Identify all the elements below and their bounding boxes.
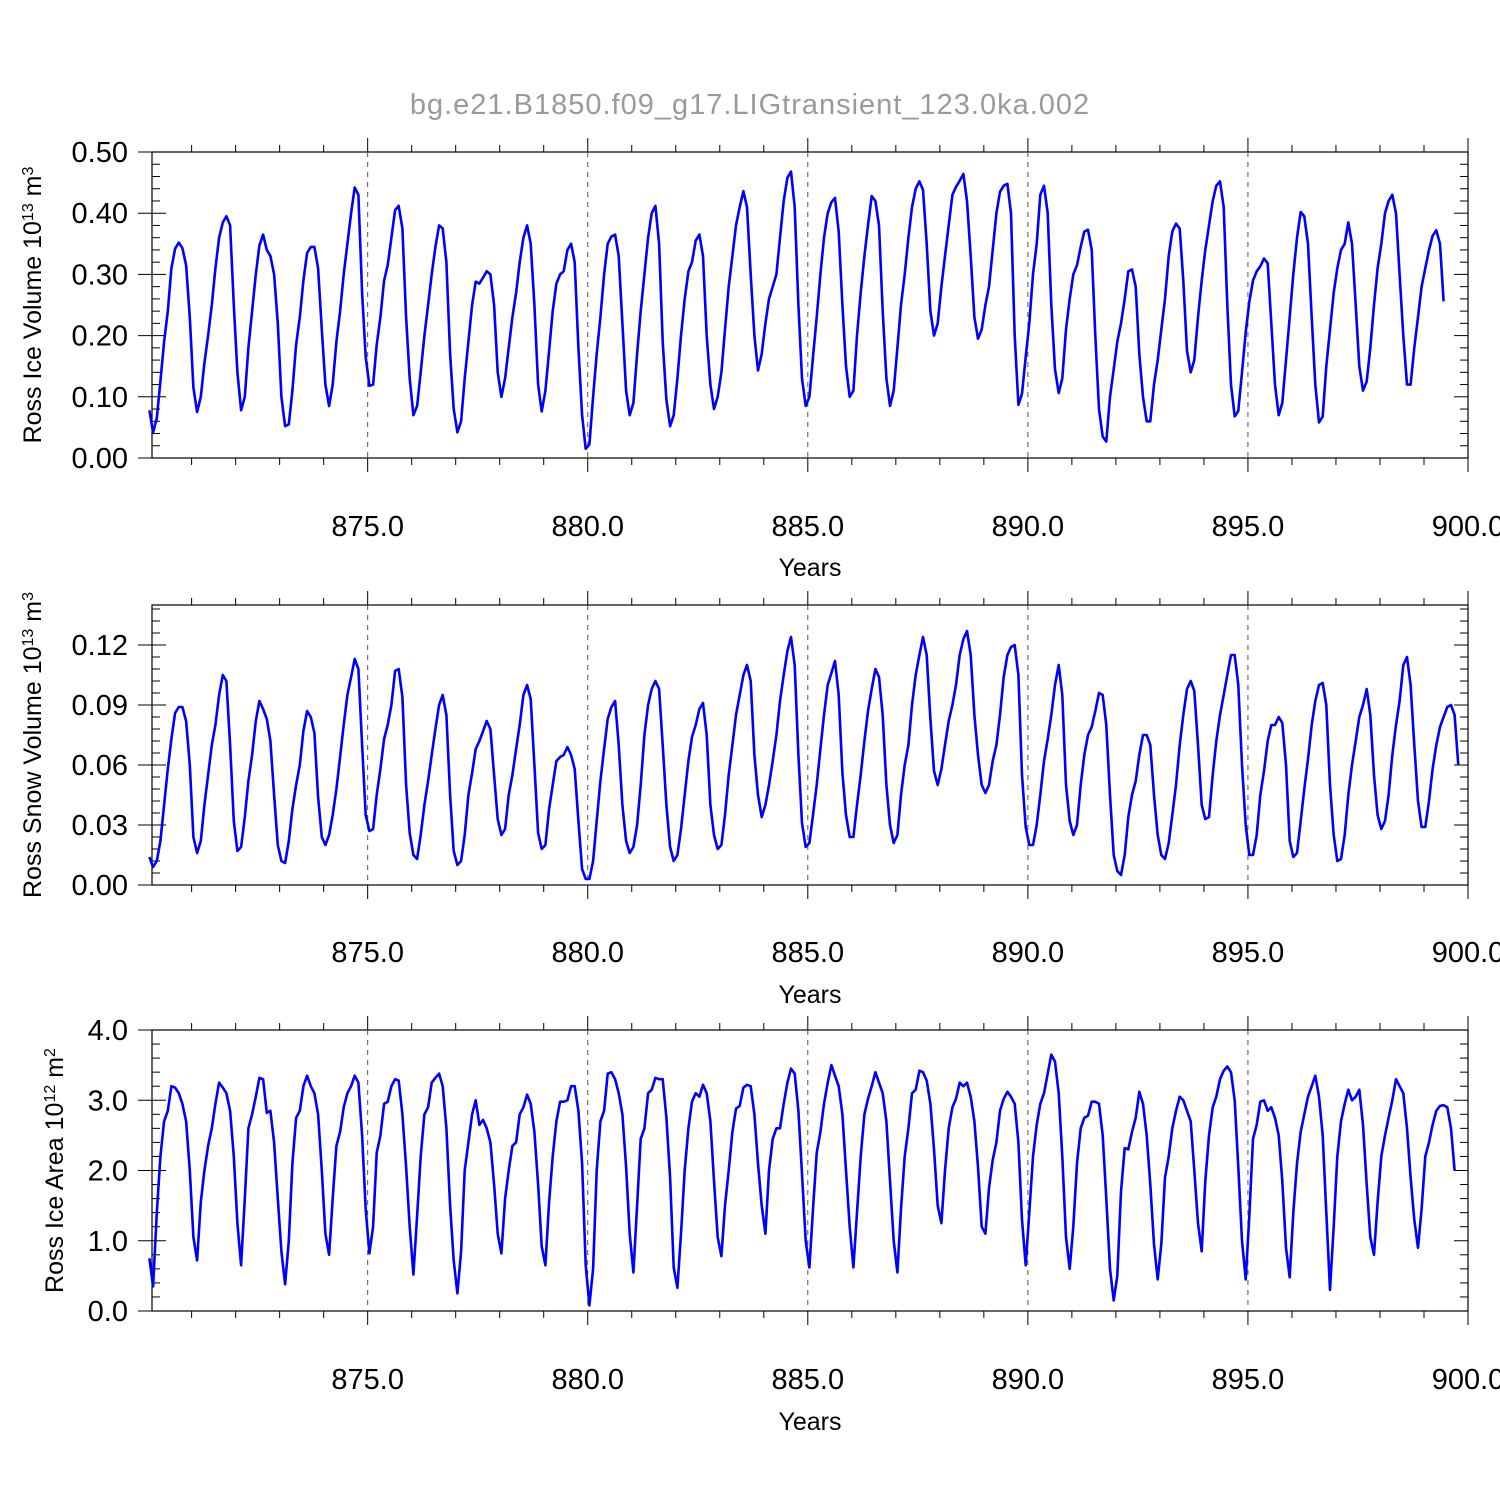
y-axis-title-part: Ross Snow Volume 10 bbox=[19, 646, 47, 898]
y-tick-label: 0.50 bbox=[72, 137, 128, 169]
x-tick-label: 885.0 bbox=[772, 511, 845, 543]
x-tick-label: 895.0 bbox=[1212, 511, 1285, 543]
plot-frame bbox=[151, 151, 1469, 459]
x-tick-label: 875.0 bbox=[331, 937, 404, 969]
y-tick-label: 0.00 bbox=[72, 443, 128, 475]
y-axis-title: Ross Ice Volume 1013 m3 bbox=[19, 166, 47, 443]
x-tick-label: 895.0 bbox=[1212, 1364, 1285, 1396]
panel-ross-snow-volume: 875.0 880.0 885.0 890.0 895.0 900.0 Years 0.00 0… bbox=[19, 591, 1500, 1009]
series-line bbox=[148, 629, 1460, 881]
y-tick-label: 2.0 bbox=[88, 1156, 128, 1188]
x-axis-title: Years bbox=[778, 1408, 841, 1436]
y-axis-title-part: Ross Ice Area 10 bbox=[41, 1103, 69, 1293]
x-tick-label: 890.0 bbox=[992, 937, 1065, 969]
y-axis-title-part: Ross Ice Volume 10 bbox=[19, 221, 47, 443]
y-axis-title-superscript: 13 bbox=[20, 629, 37, 647]
series-line bbox=[148, 170, 1445, 451]
y-tick-label: 0.20 bbox=[72, 321, 128, 353]
series-line bbox=[148, 1053, 1456, 1307]
panel-ross-ice-area: 875.0 880.0 885.0 890.0 895.0 900.0 Years 0.0 1.… bbox=[41, 1015, 1500, 1436]
x-tick-label: 885.0 bbox=[772, 937, 845, 969]
panel-ross-ice-volume: 875.0 880.0 885.0 890.0 895.0 900.0 Years 0.00 0… bbox=[19, 137, 1500, 582]
x-tick-label: 900.0 bbox=[1432, 1364, 1500, 1396]
x-axis-title: Years bbox=[778, 554, 841, 582]
x-tick-label: 880.0 bbox=[551, 511, 624, 543]
y-tick-label: 0.40 bbox=[72, 198, 128, 230]
y-tick-label: 0.30 bbox=[72, 259, 128, 291]
y-tick-label: 0.06 bbox=[72, 750, 128, 782]
y-tick-label: 4.0 bbox=[88, 1015, 128, 1047]
y-axis-title: Ross Ice Area 1012 m2 bbox=[41, 1048, 69, 1293]
plot-frame bbox=[151, 604, 1469, 886]
y-axis-title-part: m bbox=[19, 601, 47, 629]
y-axis-title: Ross Snow Volume 1013 m3 bbox=[19, 592, 47, 898]
y-tick-label: 0.10 bbox=[72, 382, 128, 414]
x-tick-label: 880.0 bbox=[551, 1364, 624, 1396]
y-tick-label: 3.0 bbox=[88, 1085, 128, 1117]
y-axis-title-superscript: 13 bbox=[20, 203, 37, 221]
y-axis-title-superscript: 12 bbox=[42, 1085, 59, 1103]
y-tick-label: 0.03 bbox=[72, 810, 128, 842]
x-tick-label: 890.0 bbox=[992, 1364, 1065, 1396]
y-tick-label: 0.00 bbox=[72, 870, 128, 902]
y-axis-title-part: m bbox=[41, 1057, 69, 1085]
x-tick-label: 890.0 bbox=[992, 511, 1065, 543]
x-tick-label: 895.0 bbox=[1212, 937, 1285, 969]
y-axis-title-part: m bbox=[19, 175, 47, 203]
y-axis-title-superscript: 3 bbox=[20, 166, 37, 175]
x-tick-label: 900.0 bbox=[1432, 511, 1500, 543]
y-tick-label: 0.12 bbox=[72, 630, 128, 662]
x-tick-label: 880.0 bbox=[551, 937, 624, 969]
y-tick-label: 0.0 bbox=[88, 1296, 128, 1328]
x-tick-label: 885.0 bbox=[772, 1364, 845, 1396]
figure-title: bg.e21.B1850.f09_g17.LIGtransient_123.0k… bbox=[410, 89, 1090, 121]
y-tick-label: 1.0 bbox=[88, 1226, 128, 1258]
y-tick-label: 0.09 bbox=[72, 690, 128, 722]
x-tick-label: 900.0 bbox=[1432, 937, 1500, 969]
x-tick-label: 875.0 bbox=[331, 1364, 404, 1396]
x-tick-label: 875.0 bbox=[331, 511, 404, 543]
y-axis-title-superscript: 2 bbox=[42, 1048, 59, 1057]
y-axis-title-superscript: 3 bbox=[20, 592, 37, 601]
x-axis-title: Years bbox=[778, 981, 841, 1009]
